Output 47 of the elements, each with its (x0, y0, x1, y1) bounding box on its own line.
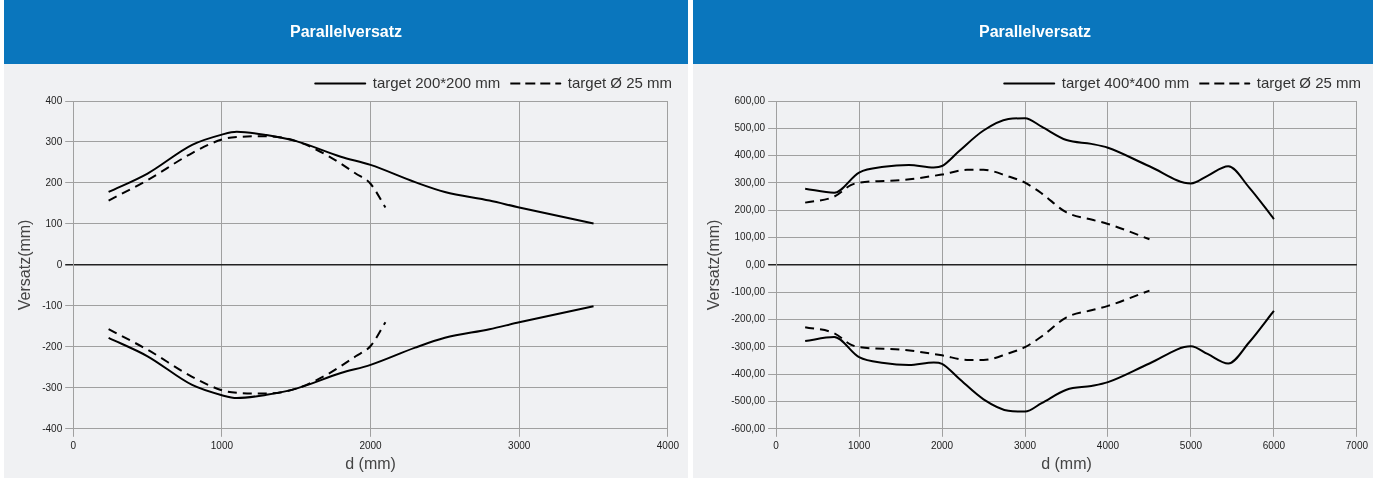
x-tick-label: 1000 (847, 439, 871, 451)
x-axis-title: d (mm) (345, 454, 396, 472)
y-tick-label: 100 (45, 217, 63, 229)
y-tick-label: 200 (45, 176, 63, 188)
y-tick-label: 100,00 (734, 231, 766, 243)
line-series (107, 130, 595, 225)
y-tick-label: 400 (45, 94, 63, 106)
y-tick-label: -300 (42, 381, 63, 393)
y-tick-label: 600,00 (734, 94, 766, 106)
y-tick-label: -400 (42, 422, 63, 434)
y-tick-label: -400,00 (731, 367, 766, 379)
x-tick-label: 3000 (1013, 439, 1037, 451)
x-tick-label: 2000 (930, 439, 954, 451)
x-tick-label: 5000 (1179, 439, 1203, 451)
x-tick-label: 3000 (508, 439, 531, 451)
y-tick-label: -500,00 (731, 395, 766, 407)
chart-title: Parallelversatz (693, 0, 1373, 64)
y-tick-label: 500,00 (734, 122, 766, 134)
x-tick-label: 0 (70, 439, 77, 451)
chart-title: Parallelversatz (4, 0, 688, 64)
y-tick-label: 400,00 (734, 149, 766, 161)
legend-label: target Ø 25 mm (1256, 73, 1361, 91)
y-tick-label: 0,00 (745, 258, 766, 270)
legend-label: target Ø 25 mm (567, 73, 672, 91)
y-tick-label: 300 (45, 135, 63, 147)
x-axis-title: d (mm) (1041, 454, 1092, 472)
x-tick-label: 6000 (1262, 439, 1286, 451)
legend-label: target 200*200 mm (372, 73, 501, 91)
legend-label: target 400*400 mm (1061, 73, 1190, 91)
y-tick-label: 300,00 (734, 176, 766, 188)
x-tick-label: 4000 (1096, 439, 1120, 451)
y-axis-title: Versatz(mm) (16, 219, 34, 311)
line-series (107, 305, 595, 400)
y-tick-label: -300,00 (731, 340, 766, 352)
x-tick-label: 7000 (1345, 439, 1369, 451)
x-tick-label: 0 (773, 439, 780, 451)
x-tick-label: 4000 (656, 439, 680, 451)
y-tick-label: -200,00 (731, 313, 766, 325)
y-tick-label: -100,00 (731, 285, 766, 297)
x-tick-label: 1000 (210, 439, 234, 451)
y-tick-label: 200,00 (734, 204, 766, 216)
y-tick-label: 0 (56, 258, 63, 270)
y-tick-label: -600,00 (731, 422, 766, 434)
x-tick-label: 2000 (359, 439, 383, 451)
y-tick-label: -200 (42, 340, 63, 352)
y-tick-label: -100 (42, 299, 63, 311)
y-axis-title: Versatz(mm) (705, 219, 723, 311)
